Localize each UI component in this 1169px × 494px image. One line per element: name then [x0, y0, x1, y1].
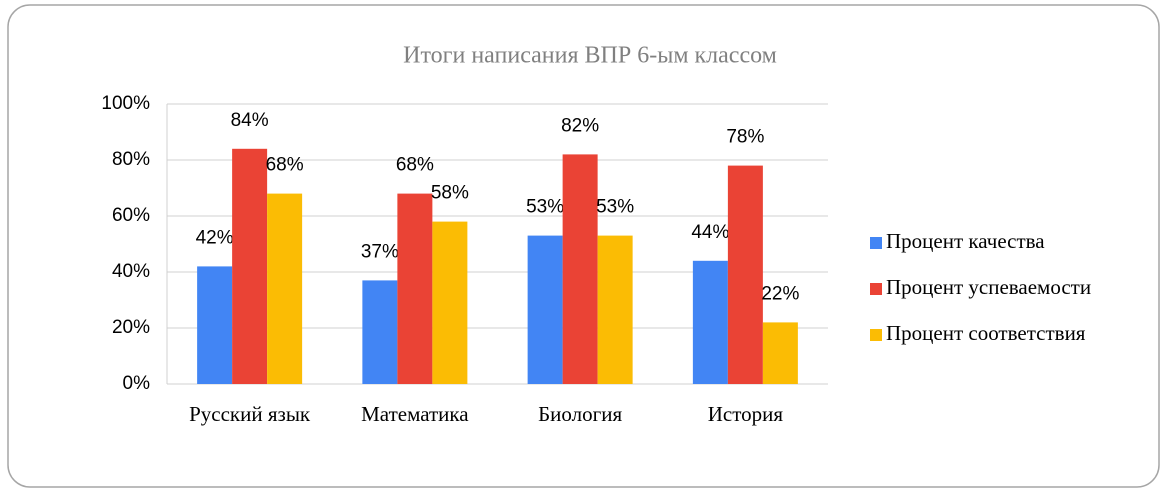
- data-label: 58%: [431, 183, 469, 204]
- data-label: 78%: [726, 127, 764, 148]
- bar: [527, 235, 563, 384]
- data-label: 68%: [396, 155, 434, 176]
- bar: [562, 154, 598, 384]
- data-label: 22%: [761, 283, 799, 304]
- data-label: 82%: [561, 115, 599, 136]
- x-tick-label: Биология: [538, 402, 622, 426]
- bar: [397, 193, 433, 384]
- bar: [362, 280, 398, 384]
- legend-label: Процент качества: [886, 229, 1045, 253]
- bar: [432, 221, 468, 384]
- x-tick-label: Математика: [361, 402, 469, 426]
- data-label: 44%: [691, 222, 729, 243]
- data-label: 37%: [361, 241, 399, 262]
- data-label: 68%: [266, 155, 304, 176]
- bar: [232, 148, 268, 384]
- y-tick-label: 40%: [112, 261, 150, 282]
- bar: [197, 266, 233, 384]
- bar: [692, 260, 728, 384]
- legend-swatch: [870, 283, 882, 295]
- y-tick-label: 100%: [101, 93, 150, 114]
- data-label: 53%: [526, 197, 564, 218]
- bar: [267, 193, 303, 384]
- y-tick-label: 20%: [112, 317, 150, 338]
- legend-swatch: [870, 237, 882, 249]
- chart-title: Итоги написания ВПР 6-ым классом: [403, 43, 777, 69]
- x-tick-label: История: [708, 402, 784, 426]
- data-label: 42%: [196, 227, 234, 248]
- legend-swatch: [870, 329, 882, 341]
- bar: [762, 322, 798, 384]
- legend-label: Процент успеваемости: [886, 275, 1091, 299]
- legend-label: Процент соответствия: [886, 321, 1086, 345]
- data-label: 53%: [596, 197, 634, 218]
- y-tick-label: 0%: [123, 373, 151, 394]
- y-tick-label: 80%: [112, 149, 150, 170]
- bar: [727, 165, 763, 384]
- x-tick-label: Русский язык: [189, 402, 311, 426]
- data-label: 84%: [231, 110, 269, 131]
- y-tick-label: 60%: [112, 205, 150, 226]
- bar: [597, 235, 633, 384]
